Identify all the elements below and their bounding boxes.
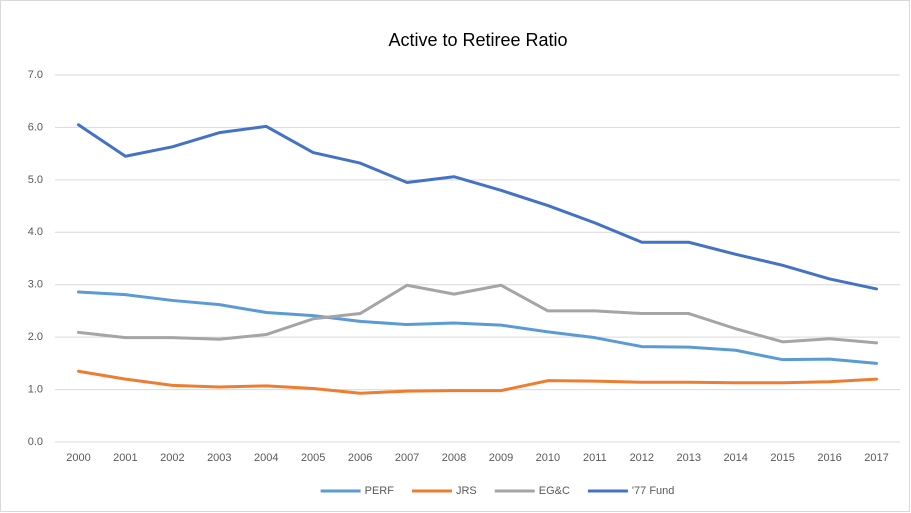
x-tick-label: 2009 (489, 452, 513, 464)
series-line (76, 283, 879, 345)
y-tick-label: 1.0 (28, 383, 43, 395)
series-line (76, 123, 879, 291)
x-tick-label: 2011 (583, 452, 607, 464)
y-tick-label: 7.0 (28, 69, 43, 81)
x-tick-label: 2013 (677, 452, 701, 464)
x-tick-label: 2012 (630, 452, 654, 464)
legend-label: EG&C (539, 485, 570, 497)
x-tick-label: 2005 (301, 452, 325, 464)
x-tick-label: 2017 (864, 452, 888, 464)
x-tick-label: 2014 (723, 452, 747, 464)
x-tick-label: 2003 (207, 452, 231, 464)
x-tick-label: 2002 (160, 452, 184, 464)
x-tick-label: 2004 (254, 452, 278, 464)
x-tick-label: 2006 (348, 452, 372, 464)
x-tick-label: 2010 (536, 452, 560, 464)
x-tick-label: 2000 (66, 452, 90, 464)
legend-label: '77 Fund (632, 485, 674, 497)
y-tick-label: 3.0 (28, 279, 43, 291)
x-tick-label: 2001 (113, 452, 137, 464)
series-line (76, 290, 879, 365)
legend-label: PERF (365, 485, 395, 497)
y-tick-label: 2.0 (28, 331, 43, 343)
series-line (76, 369, 879, 395)
chart-title: Active to Retiree Ratio (388, 30, 567, 50)
x-tick-label: 2016 (817, 452, 841, 464)
x-tick-label: 2007 (395, 452, 419, 464)
x-tick-label: 2008 (442, 452, 466, 464)
y-tick-label: 0.0 (28, 436, 43, 448)
legend-label: JRS (456, 485, 477, 497)
x-tick-label: 2015 (770, 452, 794, 464)
y-tick-label: 4.0 (28, 226, 43, 238)
y-tick-label: 6.0 (28, 121, 43, 133)
y-tick-label: 5.0 (28, 174, 43, 186)
